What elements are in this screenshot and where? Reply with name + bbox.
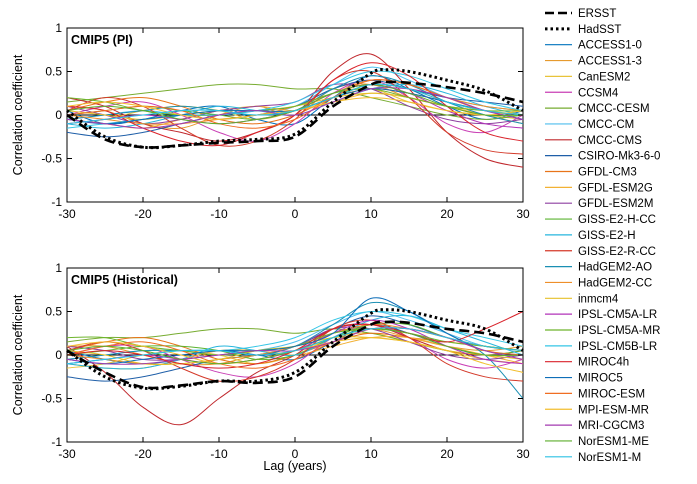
x-axis-label: Lag (years) [263,459,326,473]
legend-label-miroc4h: MIROC4h [578,357,629,369]
legend-label-gfdl-esm2m: GFDL-ESM2M [578,198,653,210]
series-layer-historical [66,297,524,426]
legend-label-access1-0: ACCESS1-0 [578,40,642,52]
x-tick-label: 0 [292,207,299,221]
panel-title-historical: CMIP5 (Historical) [71,273,178,287]
legend-label-cmcc-cms: CMCC-CMS [578,135,642,147]
y-tick-label: 0.5 [45,65,62,79]
x-tick-label: -30 [58,207,76,221]
series-hadsst-pi [66,68,524,150]
legend-label-giss-e2-h-cc: GISS-E2-H-CC [578,214,656,226]
series-layer-pi [66,53,524,168]
legend-label-mpi-esm-mr: MPI-ESM-MR [578,404,649,416]
legend-label-hadgem2-ao: HadGEM2-AO [578,262,652,274]
legend-label-ipsl-cm5a-lr: IPSL-CM5A-LR [578,309,657,321]
x-tick-label: 10 [364,207,378,221]
x-tick-label: 20 [440,447,454,461]
legend-label-access1-3: ACCESS1-3 [578,56,642,68]
series-hadsst-historical [66,308,524,391]
y-tick-label: 0.5 [45,305,62,319]
legend-label-inmcm4: inmcm4 [578,293,619,305]
series-ersst-pi [66,80,524,149]
x-tick-label: -20 [134,207,152,221]
x-tick-label: 20 [440,207,454,221]
x-tick-label: -10 [210,447,228,461]
x-tick-label: -10 [210,207,228,221]
legend-label-miroc5: MIROC5 [578,373,623,385]
legend-label-cmcc-cm: CMCC-CM [578,119,634,131]
legend-label-hadsst: HadSST [578,24,621,36]
legend-label-noresm1-m: NorESM1-M [578,452,641,464]
legend-label-mri-cgcm3: MRI-CGCM3 [578,420,644,432]
y-axis-label-pi: Correlation coefficient [11,54,25,175]
series-ersst-historical [66,320,524,390]
ticks-layer-historical: 1 0.5 0 -0.5 -1-30 -20 -10 0 10 20 30 [41,261,530,461]
legend-label-giss-e2-r-cc: GISS-E2-R-CC [578,246,656,258]
series-noresm1-m-historical [66,327,524,365]
series-noresm1-m-pi [66,83,524,125]
y-tick-label: -1 [51,195,62,209]
x-tick-label: -20 [134,447,152,461]
y-tick-label: 1 [55,261,62,275]
x-tick-label: 0 [292,447,299,461]
legend-label-ipsl-cm5a-mr: IPSL-CM5A-MR [578,325,660,337]
y-tick-label: 0 [55,348,62,362]
y-tick-label: 1 [55,21,62,35]
x-tick-label: 30 [516,207,530,221]
y-tick-label: 0 [55,108,62,122]
legend-label-gfdl-cm3: GFDL-CM3 [578,167,637,179]
legend-label-giss-e2-h: GISS-E2-H [578,230,636,242]
y-axis-label-historical: Correlation coefficient [11,294,25,415]
legend: ERSST HadSST ACCESS1-0 ACCESS1-3 CanESM2 CCSM… [545,8,660,464]
legend-label-csiro-mk3-6-0: CSIRO-Mk3-6-0 [578,151,660,163]
y-tick-label: -1 [51,435,62,449]
legend-label-ccsm4: CCSM4 [578,87,619,99]
ticks-layer-pi: 1 0.5 0 -0.5 -1-30 -20 -10 0 10 20 30 [41,21,530,221]
series-miroc5-historical [66,297,524,365]
x-tick-label: -30 [58,447,76,461]
panel-pi: 1 0.5 0 -0.5 -1-30 -20 -10 0 10 20 30 CMIP5 (PI) C… [11,21,530,221]
series-cmcc-cesm-pi [66,83,524,120]
legend-label-canesm2: CanESM2 [578,71,630,83]
legend-label-ersst: ERSST [578,8,616,20]
series-ccsm4-pi [66,79,524,142]
legend-label-gfdl-esm2g: GFDL-ESM2G [578,182,653,194]
legend-label-noresm1-me: NorESM1-ME [578,436,649,448]
legend-label-ipsl-cm5b-lr: IPSL-CM5B-LR [578,341,657,353]
legend-label-cmcc-cesm: CMCC-CESM [578,103,650,115]
series-mri-cgcm3-pi [66,87,524,129]
x-tick-label: 10 [364,447,378,461]
legend-label-hadgem2-cc: HadGEM2-CC [578,277,652,289]
panel-historical: 1 0.5 0 -0.5 -1-30 -20 -10 0 10 20 30 CMIP5 (Histo… [11,261,530,461]
legend-label-miroc-esm: MIROC-ESM [578,388,645,400]
panel-title-pi: CMIP5 (PI) [71,33,133,47]
x-tick-label: 30 [516,447,530,461]
y-tick-label: -0.5 [41,152,62,166]
y-tick-label: -0.5 [41,392,62,406]
